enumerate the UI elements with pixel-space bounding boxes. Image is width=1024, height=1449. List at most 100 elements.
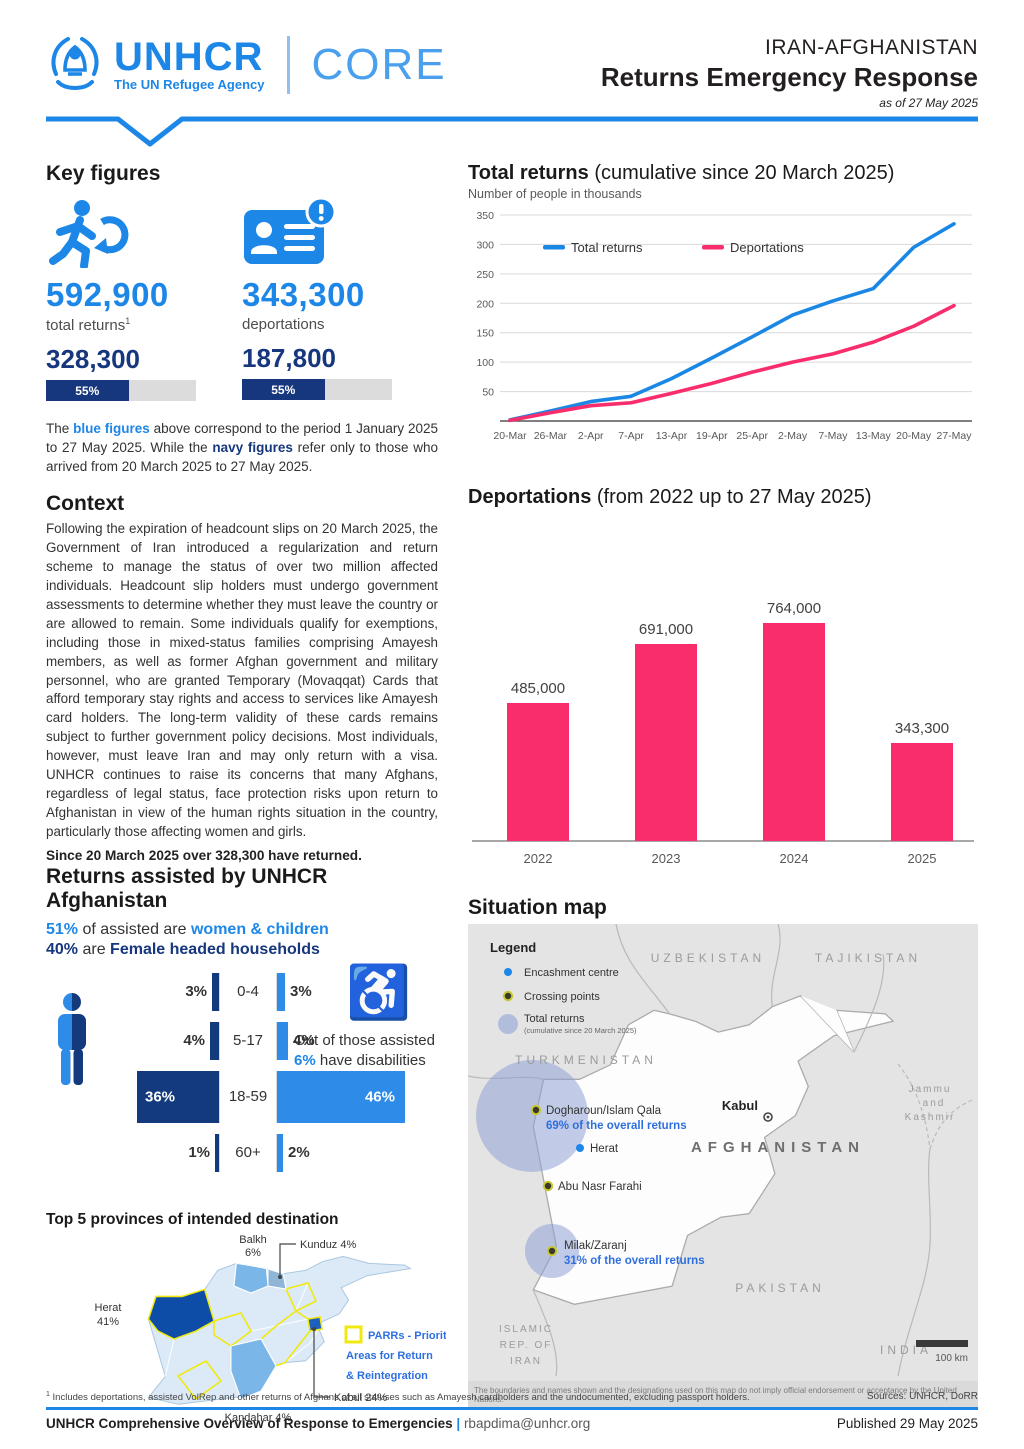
blue-figures-ref: blue figures [73,421,150,436]
label-herat: Herat [590,1143,619,1155]
female-bar-18-59: 46% [277,1070,405,1123]
line-chart-title: Total returns (cumulative since 20 March… [468,162,895,184]
deportations-bar-2023 [635,644,697,841]
x-tick-label: 19-Apr [696,430,728,442]
x-tick-label: 26-Mar [534,430,568,442]
province-kabul [307,1315,323,1332]
pyramid-right-cell: 3% [276,972,446,1011]
deportations-bar-chart: 485,000 2022 691,000 2023 764,000 2024 343,300… [468,511,978,884]
bar-chart-title: Deportations (from 2022 up to 27 May 202… [468,486,872,508]
pyramid-left-cell: 3% [102,972,220,1011]
unhcr-wordmark: UNHCR [114,34,264,79]
key-figure-total-returns: 592,900 total returns1 328,300 55% [46,196,206,401]
crossing-point-icon [502,990,514,1002]
deportations-bar-2024 [763,623,825,841]
situation-map: Legend Encashment centre Crossing points… [467,923,978,1409]
bar-category-label: 2024 [780,851,809,866]
situation-map-svg: Legend Encashment centre Crossing points… [467,923,978,1377]
map-legend-total-fine: (cumulative since 20 March 2025) [524,1026,637,1035]
assisted-stat-female-headed: 40% are Female headed households [46,940,320,958]
age-group-label: 0-4 [237,983,259,1001]
total-returns-since-march: 328,300 [46,344,140,374]
encashment-centre-icon [504,968,512,976]
pyramid-right-cell: 4% [276,1021,446,1060]
deportations-progress-track: 55% [242,379,392,400]
footer-doc-title: UNHCR Comprehensive Overview of Response… [46,1416,591,1431]
parr-legend-line2: Areas for Return [346,1350,433,1362]
islam-qala-crossing-icon [530,1104,542,1116]
bar-value-label: 343,300 [895,720,949,737]
situation-map-heading: Situation map [468,896,607,919]
deportations-bar-2022 [507,703,569,841]
bar-label: 1% [188,1144,210,1162]
male-bar-0-4 [212,972,219,1011]
key-figures-note: The blue figures above correspond to the… [46,421,439,475]
navy-figures-ref: navy figures [212,440,293,456]
progress-label: 55% [75,383,100,398]
pyramid-row-0-4: 3% 0-4 3% [102,972,446,1011]
total-returns-progress-track: 55% [46,380,196,401]
label-islam-qala: Dogharoun/Islam Qala [546,1105,662,1117]
line-chart-note: Number of people in thousands [468,187,642,201]
map-legend-title: Legend [490,940,536,955]
sources: Sources: UNHCR, DoRR [866,1390,978,1402]
female-bar-60+ [277,1133,283,1172]
pyramid-right-cell: 46% [276,1070,446,1123]
x-tick-label: 7-Apr [618,430,644,442]
unhcr-core-logo: UNHCR The UN Refugee Agency CORE [46,34,447,96]
legend-swatch [543,245,565,250]
total-returns-chart-block: Total returns (cumulative since 20 March… [468,162,978,472]
label-herat-pct: 41% [97,1316,119,1328]
report-date: as of 27 May 2025 [879,96,978,110]
scale-bar [916,1340,968,1347]
header-rule [46,116,978,147]
deportations-value: 343,300 [242,276,365,313]
key-figures-row: 592,900 total returns1 328,300 55% [46,196,438,401]
age-group-label: 5-17 [232,1032,264,1050]
x-tick-label: 13-Apr [656,430,688,442]
province-balkh [233,1262,269,1294]
x-tick-label: 25-Apr [736,430,768,442]
label-kandahar: Kandahar 4% [225,1412,292,1424]
unhcr-logo-text: UNHCR The UN Refugee Agency [114,34,265,92]
bar-label: 2% [288,1144,310,1162]
deportations-chart-block: Deportations (from 2022 up to 27 May 202… [468,486,978,884]
key-figure-deportations: 343,300 deportations 187,800 55% [242,196,402,401]
map-legend-total: Total returns [524,1013,585,1025]
unhcr-emblem-icon [51,37,99,90]
pyramid-row-5-17: 4% 5-17 4% [102,1021,446,1060]
returns-circle-islam-qala [476,1060,588,1172]
label-uzbekistan: UZBEKISTAN [651,951,765,965]
line-chart-svg: 50 100 150 200 250 300 350 20-Mar 26-Mar 2-Apr 7-A… [476,210,972,442]
x-tick-label: 20-May [896,430,932,442]
contact-email-link[interactable]: rbapdima@unhcr.org [463,1416,591,1431]
label-kashmir-2: and [923,1098,946,1109]
pyramid-right-cell: 2% [276,1133,446,1172]
deportations-label: deportations [242,316,325,333]
pyramid-left-cell: 36% [102,1070,220,1123]
male-bar-18-59: 36% [137,1070,219,1123]
footer: 1 Includes deportations, assisted VolRep… [46,1391,978,1431]
total-returns-line-chart: 50 100 150 200 250 300 350 20-Mar 26-Mar 2-Apr 7-A… [468,205,978,472]
pyramid-row-18-59: 36% 18-59 46% [102,1070,446,1123]
herat-encashment-icon [576,1144,584,1152]
label-pakistan: PAKISTAN [735,1281,825,1295]
label-iran-3: IRAN [510,1356,542,1367]
pyramid-left-cell: 4% [102,1021,220,1060]
pyramid-row-60+: 1% 60+ 2% [102,1133,446,1172]
context-heading: Context [46,492,125,516]
province-herat [147,1288,215,1340]
x-tick-label: 13-May [856,430,892,442]
x-tick-label: 7-May [818,430,848,442]
y-tick-label: 200 [476,298,494,310]
y-tick-label: 150 [476,328,494,340]
y-tick-label: 300 [476,239,494,251]
bar-label: 4% [183,1032,205,1050]
report-title: Returns Emergency Response [600,62,978,92]
bar-label: 36% [145,1088,176,1106]
label-kashmir-1: Jammu [909,1084,952,1095]
y-tick-label: 100 [476,357,494,369]
provinces-minimap: Kunduz 4% Balkh 6% Herat 41% Kabul 24% K… [95,1234,454,1424]
bar-value-label: 485,000 [511,680,565,697]
id-card-alert-icon [242,196,402,268]
